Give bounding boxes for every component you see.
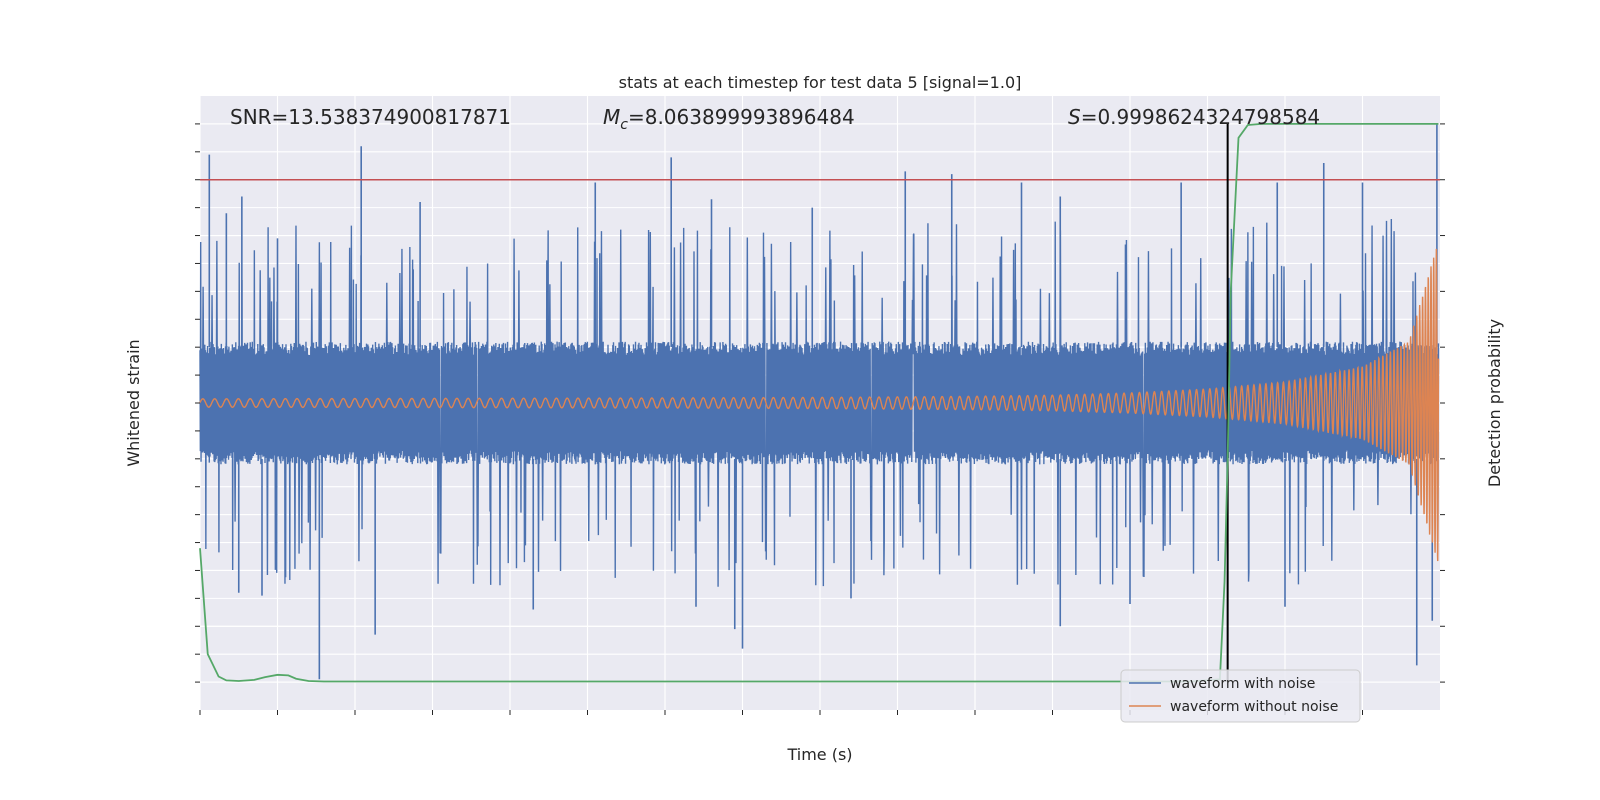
score-annotation: S=0.9998624324798584 <box>1068 105 1320 129</box>
clean-waveform-layer <box>199 248 1440 562</box>
probability-layer <box>199 123 1439 683</box>
detection-probability-line <box>199 123 1439 683</box>
waveform-with-noise-line <box>199 218 1440 587</box>
legend-label-waveform-with-noise: waveform with noise <box>1170 676 1315 692</box>
y-axis-label: Whitened strain <box>124 339 143 466</box>
legend-box <box>1120 669 1361 723</box>
legend: waveform with noise waveform without noi… <box>1120 669 1361 723</box>
legend-label-waveform-without-noise: waveform without noise <box>1170 699 1338 715</box>
snr-annotation: SNR=13.538374900817871 <box>230 105 511 129</box>
score-value: =0.9998624324798584 <box>1081 105 1320 129</box>
y2-axis-label: Detection probability <box>1485 319 1504 487</box>
chirp-mass-symbol: M <box>603 105 620 129</box>
score-symbol: S <box>1068 105 1081 129</box>
chirp-mass-value: =8.063899993896484 <box>628 105 855 129</box>
reference-lines-layer <box>200 123 1440 683</box>
chart-title: stats at each timestep for test data 5 [… <box>619 73 1022 92</box>
x-axis-label: Time (s) <box>786 745 852 764</box>
waveform-without-noise-line <box>199 248 1440 562</box>
chirp-mass-annotation: Mc=8.063899993896484 <box>603 105 855 133</box>
chirp-mass-subscript: c <box>620 117 628 133</box>
